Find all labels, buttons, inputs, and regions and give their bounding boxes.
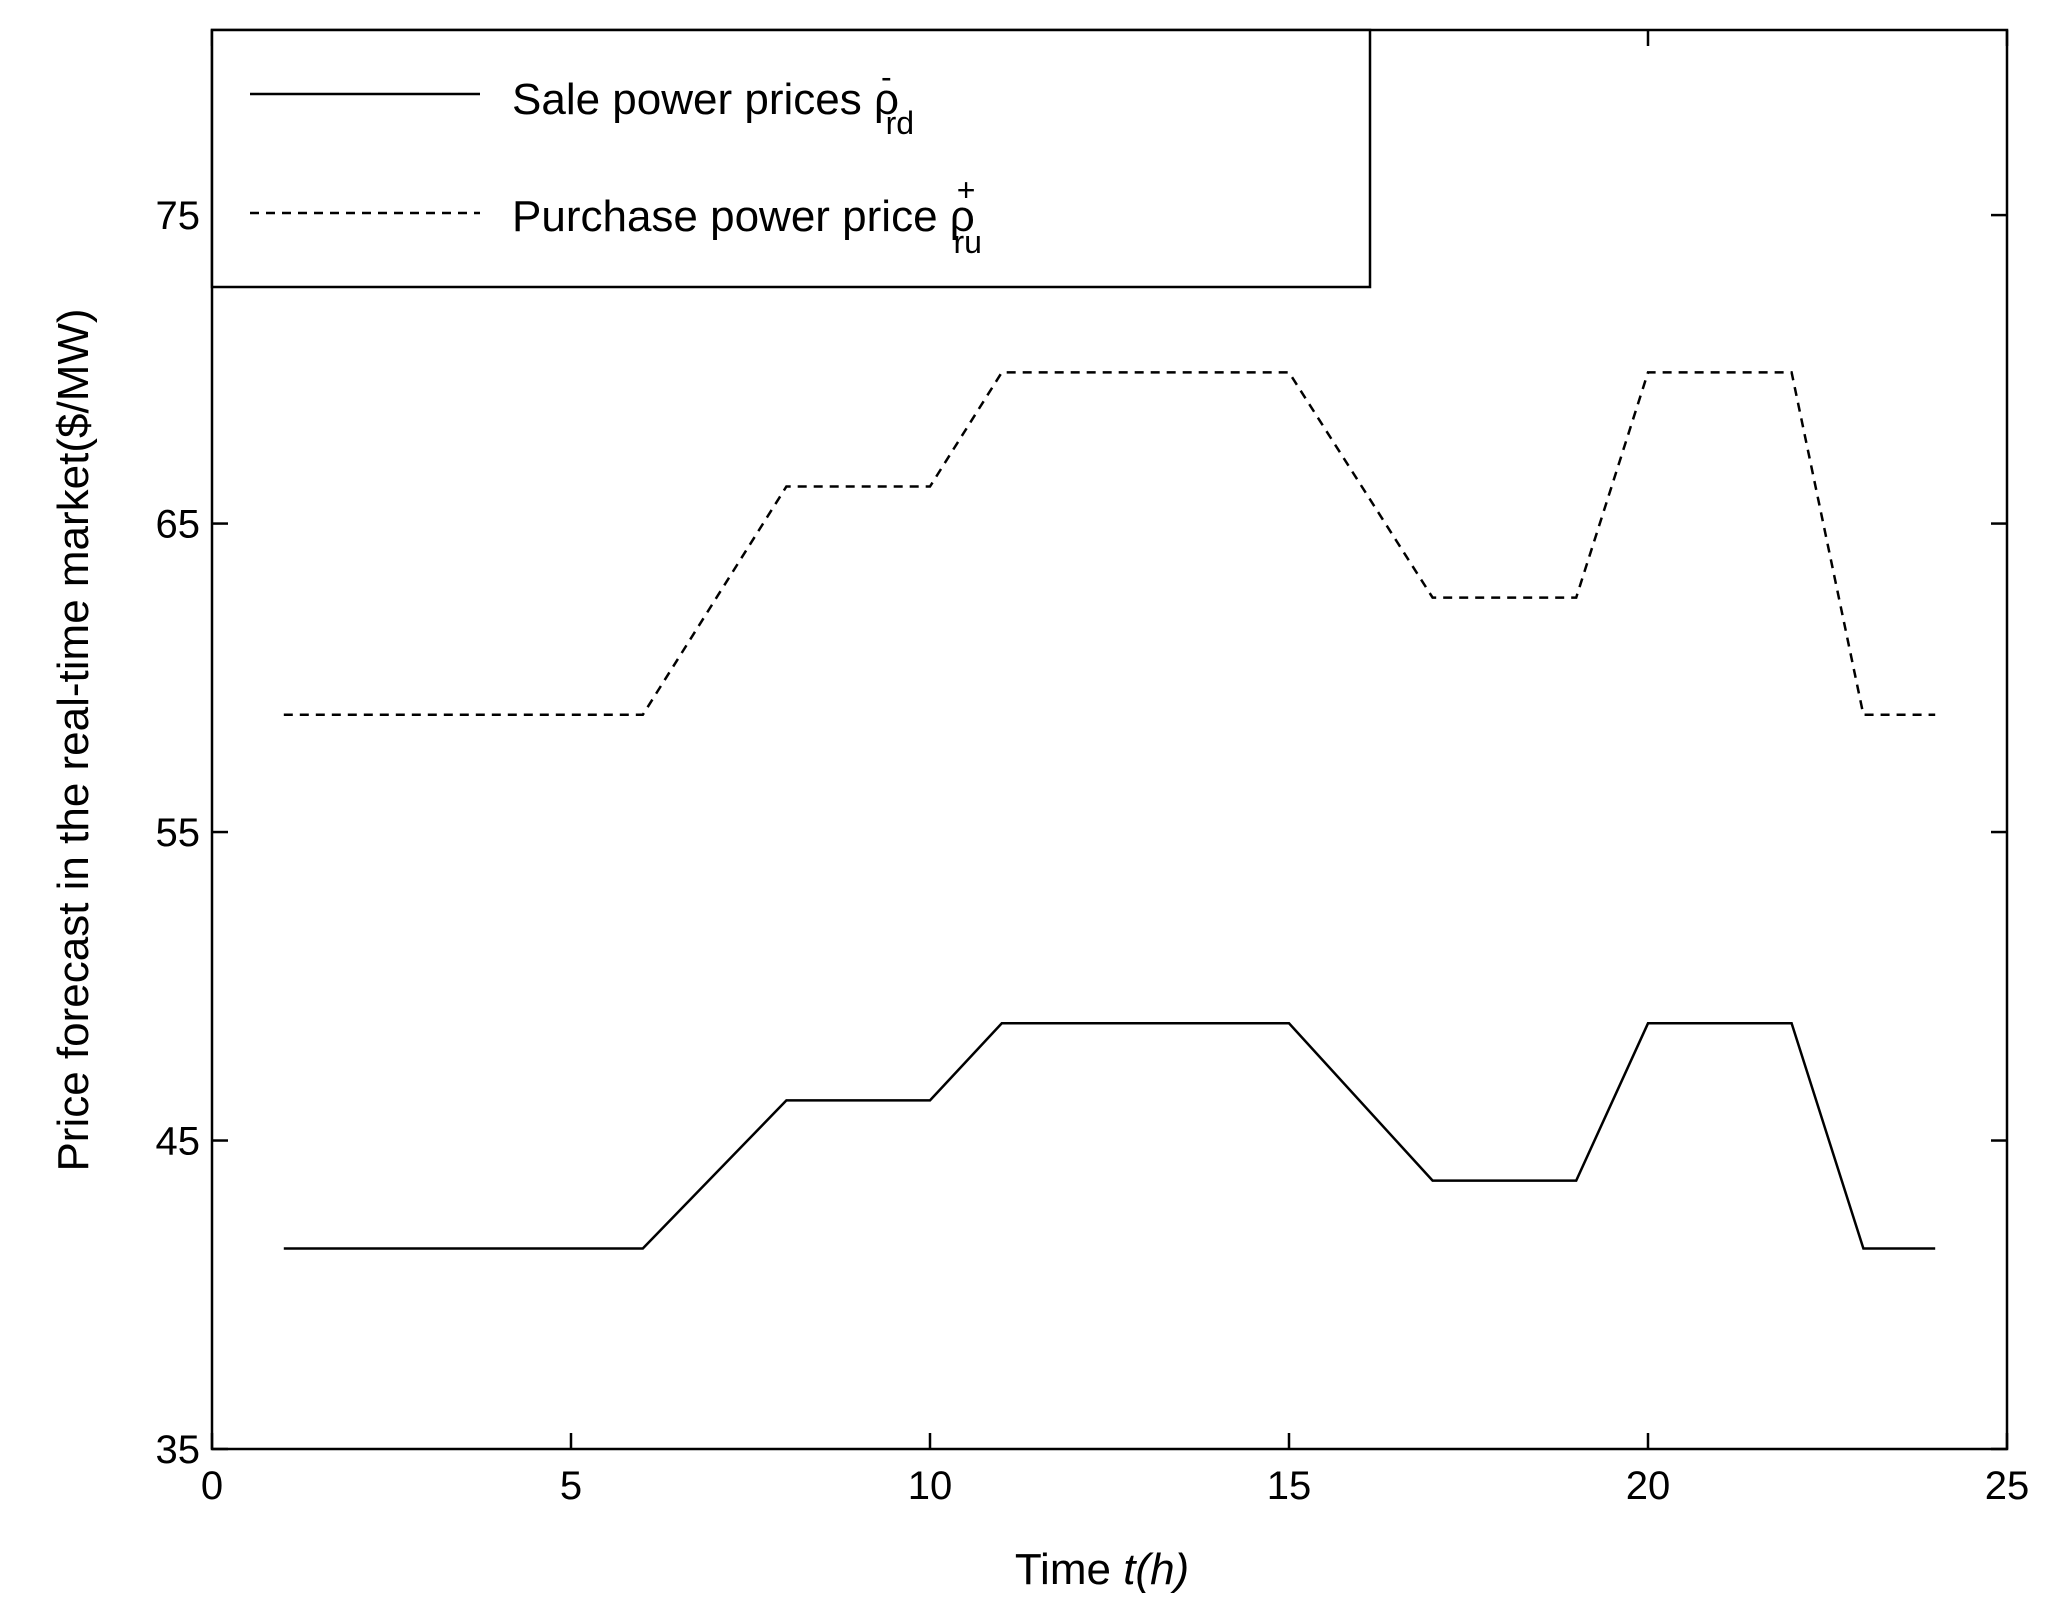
- legend-subscript-purchase: ru: [953, 224, 981, 260]
- legend-subscript-sale: rd: [886, 105, 914, 141]
- legend-label-sale-power-prices: Sale power prices ρ- rd: [512, 59, 914, 141]
- x-axis-label-italic: t(h): [1123, 1545, 1189, 1594]
- x-axis-label-prefix: Time: [1015, 1545, 1123, 1594]
- legend-superscript-purchase: +: [957, 172, 976, 208]
- legend-text-purchase: Purchase power price: [512, 192, 950, 241]
- y-tick-label-1: 45: [156, 1120, 201, 1164]
- y-tick-label-3: 65: [156, 503, 201, 547]
- y-tick-label-2: 55: [156, 811, 201, 855]
- x-tick-labels: 0 5 10 15 20 25: [201, 1464, 2029, 1508]
- legend-text-sale: Sale power prices: [512, 75, 874, 124]
- legend: Sale power prices ρ-rd Purchase power pr…: [210, 28, 1372, 289]
- legend-label-purchase-power-price: Purchase power price ρ+ ru: [512, 172, 982, 260]
- x-axis-label: Time t(h): [1015, 1545, 1189, 1594]
- series-layer: [283, 371, 1936, 1250]
- y-tick-label-4: 75: [156, 194, 201, 238]
- legend-symbol-purchase: ρ: [950, 192, 975, 241]
- x-tick-label-1: 5: [560, 1464, 582, 1508]
- legend-superscript-sale: -: [881, 59, 892, 95]
- legend-symbol-sale: ρ: [874, 75, 899, 124]
- y-tick-labels: 35 45 55 65 75: [156, 194, 201, 1472]
- series-line-0: [283, 1022, 1936, 1250]
- x-tick-label-4: 20: [1626, 1464, 1671, 1508]
- x-tick-label-5: 25: [1985, 1464, 2030, 1508]
- y-axis-label: Price forecast in the real-time market($…: [49, 308, 98, 1171]
- y-tick-label-0: 35: [156, 1428, 201, 1472]
- x-tick-label-3: 15: [1267, 1464, 1312, 1508]
- x-tick-label-0: 0: [201, 1464, 223, 1508]
- legend-box: [210, 28, 1372, 289]
- x-tick-label-2: 10: [908, 1464, 953, 1508]
- series-line-1: [283, 371, 1936, 717]
